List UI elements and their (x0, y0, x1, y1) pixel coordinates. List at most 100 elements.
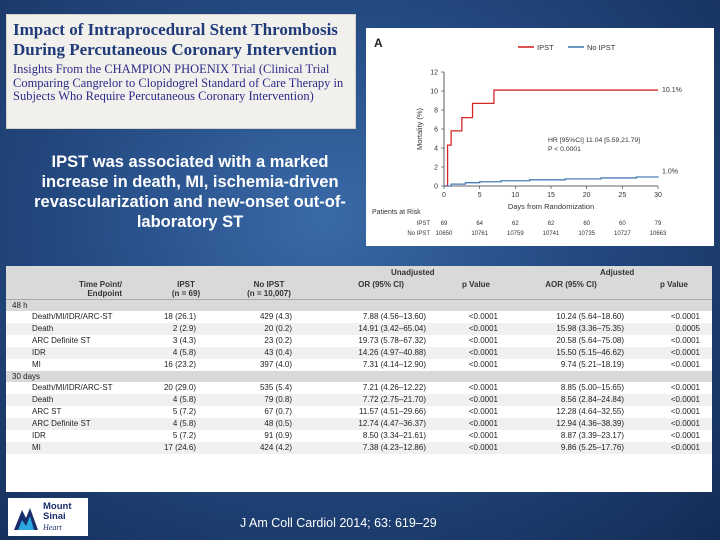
x-tick-label: 15 (547, 192, 555, 199)
at-risk-value: 10735 (578, 231, 595, 237)
y-tick-label: 0 (434, 184, 438, 191)
table-cell: 4 (5.8) (172, 348, 196, 357)
column-header: AOR (95% CI) (545, 280, 597, 289)
table-row: ARC ST 5 (7.2) 67 (0.7) 11.57 (4.51–29.66) <… (6, 406, 712, 418)
table-cell: 7.21 (4.26–12.22) (362, 383, 426, 392)
series-line-ipst (444, 89, 658, 187)
table-cell: 23 (0.2) (264, 336, 292, 345)
table-cell: <0.0001 (468, 443, 498, 452)
column-header: p Value (461, 280, 490, 289)
table-cell: <0.0001 (670, 348, 700, 357)
outcomes-table: Unadjusted Adjusted Time Point/Endpoint I… (6, 266, 712, 492)
key-finding-text: IPST was associated with a marked increa… (34, 153, 346, 231)
logo-text-heart: Heart (43, 523, 62, 532)
table-row: ARC Definite ST 3 (4.3) 23 (0.2) 19.73 (5.7… (6, 335, 712, 347)
table-cell: <0.0001 (670, 336, 700, 345)
table-cell: 91 (0.9) (264, 431, 292, 440)
table-cell: IDR (32, 348, 46, 357)
y-tick-label: 2 (434, 165, 438, 172)
at-risk-value: 60 (583, 221, 590, 227)
table-cell: 9.74 (5.21–18.19) (560, 360, 624, 369)
table-cell: IDR (32, 431, 46, 440)
slide-subtitle: Insights From the CHAMPION PHOENIX Trial… (13, 62, 344, 103)
table-cell: 17 (24.6) (163, 443, 196, 452)
at-risk-value: 69 (441, 221, 448, 227)
table-section-label: 30 days (6, 371, 712, 382)
table-cell: 429 (4.3) (259, 312, 292, 321)
table-cell: Death/MI/IDR/ARC-ST (32, 383, 113, 392)
table-cell: 2 (2.9) (172, 324, 196, 333)
table-cell: 7.88 (4.56–13.60) (362, 312, 426, 321)
citation: J Am Coll Cardiol 2014; 63: 619–29 (240, 516, 437, 530)
table-cell: 424 (4.2) (259, 443, 292, 452)
column-header: Time Point/Endpoint (79, 280, 122, 298)
table-cell: 16 (23.2) (163, 360, 196, 369)
title-card: Impact of Intraprocedural Stent Thrombos… (6, 14, 356, 129)
table-row: Death/MI/IDR/ARC-ST 20 (29.0) 535 (5.4) 7.2… (6, 382, 712, 394)
table-cell: <0.0001 (468, 360, 498, 369)
table-cell: 19.73 (5.78–67.32) (358, 336, 426, 345)
x-tick-label: 30 (654, 192, 662, 199)
at-risk-row-label: IPST (417, 221, 431, 227)
table-cell: 14.91 (3.42–65.04) (358, 324, 426, 333)
table-row: IDR 5 (7.2) 91 (0.9) 8.50 (3.34–21.61) <0.00… (6, 430, 712, 442)
mount-sinai-logo-icon (14, 508, 38, 530)
legend-label: IPST (537, 43, 554, 52)
table-cell: 9.86 (5.25–17.76) (560, 443, 624, 452)
table-cell: 67 (0.7) (264, 407, 292, 416)
table-cell: 14.26 (4.97–40.88) (358, 348, 426, 357)
table-row: Death 4 (5.8) 79 (0.8) 7.72 (2.75–21.70) <0.… (6, 394, 712, 406)
table-row: Death/MI/IDR/ARC-ST 18 (26.1) 429 (4.3) 7.8… (6, 311, 712, 323)
at-risk-value: 10761 (471, 231, 488, 237)
table-row: MI 17 (24.6) 424 (4.2) 7.38 (4.23–12.86) <0.… (6, 442, 712, 454)
column-header: p Value (659, 280, 688, 289)
table-cell: 8.56 (2.84–24.84) (560, 395, 624, 404)
y-tick-label: 10 (430, 89, 438, 96)
at-risk-value: 62 (548, 221, 555, 227)
at-risk-value: 10650 (436, 231, 453, 237)
y-tick-label: 12 (430, 70, 438, 77)
km-chart-panel: A 0 2 4 6 8 10 12 0 5 10 15 20 25 30 Days from Randomi… (366, 28, 714, 246)
table-cell: <0.0001 (670, 360, 700, 369)
table-cell: Death (32, 324, 54, 333)
table-cell: 7.72 (2.75–21.70) (362, 395, 426, 404)
table-cell: 7.38 (4.23–12.86) (362, 443, 426, 452)
table-cell: 20.58 (5.64–75.08) (556, 336, 624, 345)
group-header-unadjusted: Unadjusted (391, 268, 435, 277)
table-cell: <0.0001 (670, 383, 700, 392)
x-tick-label: 0 (442, 192, 446, 199)
table-row: Death 2 (2.9) 20 (0.2) 14.91 (3.42–65.04) <0… (6, 323, 712, 335)
km-chart: 0 2 4 6 8 10 12 0 5 10 15 20 25 30 Days from Randomiza… (372, 43, 682, 237)
table-cell: 5 (7.2) (172, 431, 196, 440)
column-header: IPST (n = 69) (171, 280, 201, 298)
y-tick-label: 4 (434, 146, 438, 153)
table-body: 48 h Death/MI/IDR/ARC-ST 18 (26.1) 429 (4.3… (6, 300, 712, 454)
y-tick-label: 8 (434, 108, 438, 115)
column-header: No IPST (n = 10,007) (247, 280, 291, 298)
table-row: MI 16 (23.2) 397 (4.0) 7.31 (4.14–12.90) <0.… (6, 359, 712, 371)
table-cell: 20 (0.2) (264, 324, 292, 333)
table-cell: 8.50 (3.34–21.61) (362, 431, 426, 440)
at-risk-title: Patients at Risk (372, 209, 421, 216)
table-cell: 4 (5.8) (172, 395, 196, 404)
table-cell: ARC Definite ST (32, 419, 91, 428)
table-header: Unadjusted Adjusted Time Point/Endpoint I… (6, 266, 712, 300)
at-risk-value: 79 (655, 221, 662, 227)
table-cell: <0.0001 (468, 383, 498, 392)
table-cell: 4 (5.8) (172, 419, 196, 428)
at-risk-value: 10663 (650, 231, 667, 237)
table-cell: 79 (0.8) (264, 395, 292, 404)
table-cell: Death (32, 395, 54, 404)
group-header-adjusted: Adjusted (600, 268, 635, 277)
at-risk-value: 10759 (507, 231, 524, 237)
table-cell: 8.87 (3.39–23.17) (560, 431, 624, 440)
table-cell: 12.94 (4.36–38.39) (556, 419, 624, 428)
table-cell: 12.74 (4.47–36.37) (358, 419, 426, 428)
table-cell: <0.0001 (468, 419, 498, 428)
x-axis-label: Days from Randomization (508, 202, 594, 211)
x-tick-label: 20 (583, 192, 591, 199)
table-cell: 0.0005 (675, 324, 700, 333)
table-cell: <0.0001 (468, 348, 498, 357)
table-cell: <0.0001 (468, 336, 498, 345)
table-cell: <0.0001 (670, 407, 700, 416)
